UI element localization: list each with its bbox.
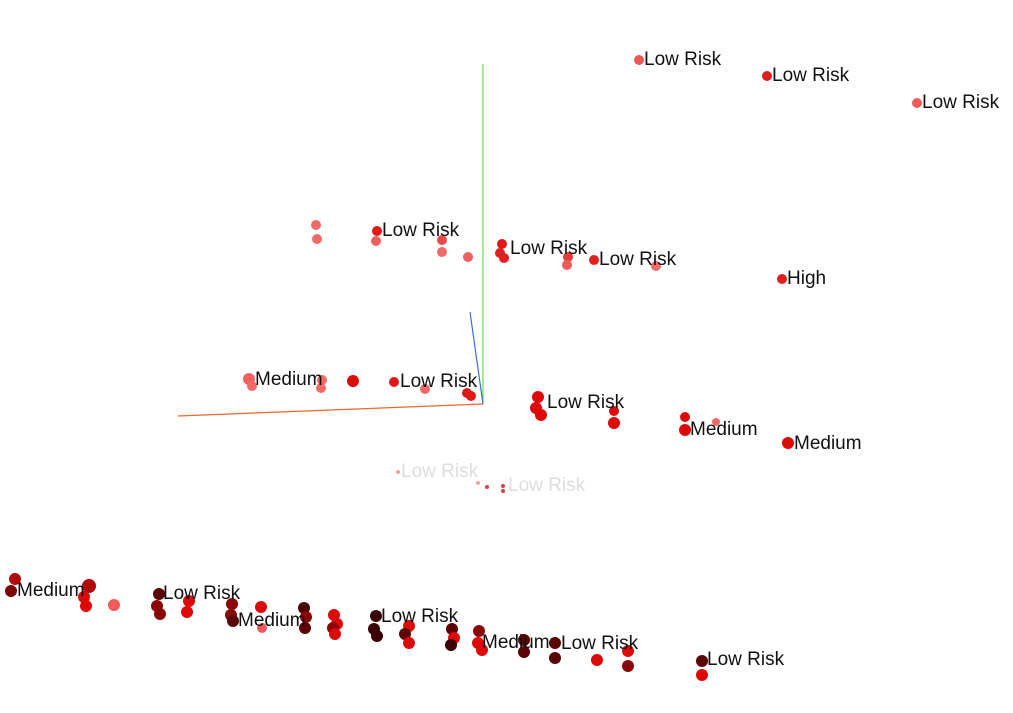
- point-label-19: Low Risk: [561, 633, 639, 654]
- data-point-41[interactable]: [9, 573, 21, 585]
- data-point-4[interactable]: [312, 234, 322, 244]
- data-point-8[interactable]: [437, 247, 447, 257]
- point-label-4: Low Risk: [510, 238, 588, 259]
- data-point-1[interactable]: [762, 71, 772, 81]
- data-point-6[interactable]: [371, 236, 381, 246]
- point-label-20: Low Risk: [707, 649, 785, 670]
- data-point-72[interactable]: [445, 639, 457, 651]
- data-point-76[interactable]: [518, 634, 530, 646]
- data-point-7[interactable]: [437, 235, 447, 245]
- annotation-labels-group: Low Risk Low Risk Low Risk Low Risk Low Risk…: [17, 49, 1000, 670]
- point-label-5: Low Risk: [599, 249, 677, 270]
- data-point-0[interactable]: [634, 55, 644, 65]
- data-point-16[interactable]: [651, 261, 661, 271]
- data-point-22[interactable]: [347, 375, 359, 387]
- data-point-84[interactable]: [696, 669, 708, 681]
- data-point-54[interactable]: [227, 615, 239, 627]
- data-point-45[interactable]: [80, 600, 92, 612]
- data-point-81[interactable]: [622, 645, 634, 657]
- point-label-16: Medium: [238, 610, 306, 631]
- data-point-9[interactable]: [463, 252, 473, 262]
- data-points-group: [5, 55, 922, 681]
- point-label-10: Medium: [690, 419, 758, 440]
- point-label-9: Low Risk: [547, 392, 625, 413]
- data-point-79[interactable]: [549, 652, 561, 664]
- data-point-43[interactable]: [82, 579, 96, 593]
- data-point-70[interactable]: [446, 623, 458, 635]
- point-label-2: Low Risk: [922, 92, 1000, 113]
- data-point-27[interactable]: [532, 391, 544, 403]
- point-label-11: Medium: [794, 433, 862, 454]
- data-point-15[interactable]: [589, 255, 599, 265]
- point-label-8: Low Risk: [400, 371, 478, 392]
- data-point-64[interactable]: [370, 610, 382, 622]
- point-label-1: Low Risk: [772, 65, 850, 86]
- data-point-83[interactable]: [696, 655, 708, 667]
- data-point-12[interactable]: [499, 253, 509, 263]
- point-label-13: Low Risk: [508, 475, 586, 496]
- data-point-66[interactable]: [371, 630, 383, 642]
- data-point-49[interactable]: [154, 608, 166, 620]
- point-label-0: Low Risk: [644, 49, 722, 70]
- data-point-10[interactable]: [497, 239, 507, 249]
- data-point-63[interactable]: [329, 628, 341, 640]
- data-point-52[interactable]: [226, 598, 238, 610]
- data-point-24[interactable]: [420, 384, 430, 394]
- data-point-3[interactable]: [311, 220, 321, 230]
- data-point-31[interactable]: [608, 417, 620, 429]
- data-point-5[interactable]: [372, 226, 382, 236]
- data-point-44[interactable]: [78, 591, 90, 603]
- data-point-32[interactable]: [680, 412, 690, 422]
- data-point-39[interactable]: [501, 484, 505, 488]
- data-point-46[interactable]: [108, 599, 120, 611]
- data-point-73[interactable]: [473, 625, 485, 637]
- data-point-29[interactable]: [535, 409, 547, 421]
- point-label-18: Medium: [482, 632, 550, 653]
- data-point-33[interactable]: [679, 424, 691, 436]
- data-point-2[interactable]: [912, 98, 922, 108]
- data-point-26[interactable]: [466, 391, 476, 401]
- data-point-55[interactable]: [255, 601, 267, 613]
- data-point-19[interactable]: [247, 381, 257, 391]
- data-point-42[interactable]: [5, 585, 17, 597]
- data-point-51[interactable]: [181, 606, 193, 618]
- x-axis-line: [177, 403, 484, 417]
- data-point-14[interactable]: [562, 260, 572, 270]
- data-point-23[interactable]: [389, 377, 399, 387]
- data-point-50[interactable]: [183, 595, 195, 607]
- data-point-56[interactable]: [257, 623, 267, 633]
- data-point-68[interactable]: [399, 628, 411, 640]
- point-label-14: Medium: [17, 580, 85, 601]
- data-point-57[interactable]: [298, 602, 310, 614]
- data-point-30[interactable]: [609, 406, 619, 416]
- data-point-36[interactable]: [396, 470, 400, 474]
- data-point-20[interactable]: [317, 375, 327, 385]
- point-label-7: Medium: [255, 369, 323, 390]
- data-point-37[interactable]: [476, 481, 480, 485]
- data-point-59[interactable]: [299, 622, 311, 634]
- data-point-40[interactable]: [501, 489, 505, 493]
- data-point-35[interactable]: [782, 437, 794, 449]
- data-point-17[interactable]: [777, 274, 787, 284]
- data-point-13[interactable]: [563, 252, 573, 262]
- data-point-58[interactable]: [300, 611, 312, 623]
- data-point-38[interactable]: [485, 485, 489, 489]
- z-axis-line: [469, 311, 484, 405]
- data-point-82[interactable]: [622, 660, 634, 672]
- data-point-69[interactable]: [403, 637, 415, 649]
- data-point-75[interactable]: [476, 644, 488, 656]
- data-point-47[interactable]: [153, 588, 165, 600]
- point-label-12: Low Risk: [401, 461, 479, 482]
- point-label-6: High: [787, 268, 826, 289]
- point-label-17: Low Risk: [381, 606, 459, 627]
- data-point-80[interactable]: [591, 654, 603, 666]
- data-point-77[interactable]: [518, 646, 530, 658]
- point-label-15: Low Risk: [163, 583, 241, 604]
- data-point-21[interactable]: [316, 383, 326, 393]
- data-point-34[interactable]: [712, 418, 720, 426]
- data-point-78[interactable]: [549, 637, 561, 649]
- point-label-3: Low Risk: [382, 220, 460, 241]
